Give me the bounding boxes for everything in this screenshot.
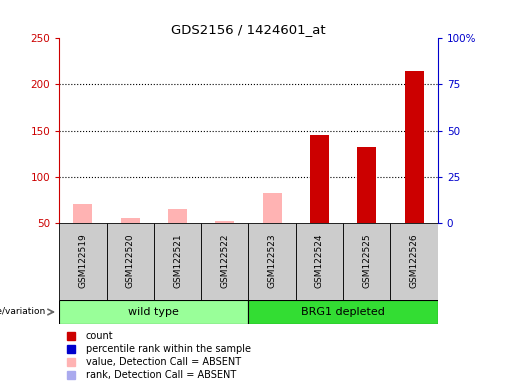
Bar	[201, 223, 248, 300]
Bar	[263, 193, 282, 223]
Bar	[248, 223, 296, 300]
Bar	[343, 223, 390, 300]
Bar	[107, 223, 154, 300]
Text: percentile rank within the sample: percentile rank within the sample	[85, 344, 251, 354]
Bar	[310, 135, 329, 223]
Bar	[215, 221, 234, 223]
Bar	[59, 300, 248, 324]
Bar	[168, 209, 187, 223]
Bar	[121, 218, 140, 223]
Text: GSM122524: GSM122524	[315, 234, 324, 288]
Text: GSM122519: GSM122519	[78, 234, 88, 288]
Text: GSM122521: GSM122521	[173, 234, 182, 288]
Bar	[390, 223, 438, 300]
Bar	[405, 71, 423, 223]
Text: genotype/variation: genotype/variation	[0, 308, 46, 316]
Bar	[59, 223, 107, 300]
Bar	[248, 300, 438, 324]
Bar	[296, 223, 343, 300]
Text: GSM122523: GSM122523	[268, 234, 277, 288]
Text: GSM122526: GSM122526	[409, 234, 419, 288]
Bar	[357, 147, 376, 223]
Text: count: count	[85, 331, 113, 341]
Text: rank, Detection Call = ABSENT: rank, Detection Call = ABSENT	[85, 370, 236, 380]
Text: value, Detection Call = ABSENT: value, Detection Call = ABSENT	[85, 357, 241, 367]
Text: GSM122525: GSM122525	[362, 234, 371, 288]
Text: BRG1 depleted: BRG1 depleted	[301, 307, 385, 317]
Bar	[74, 204, 92, 223]
Text: wild type: wild type	[128, 307, 179, 317]
Title: GDS2156 / 1424601_at: GDS2156 / 1424601_at	[171, 23, 326, 36]
Text: GSM122520: GSM122520	[126, 234, 135, 288]
Text: GSM122522: GSM122522	[220, 234, 229, 288]
Bar	[154, 223, 201, 300]
